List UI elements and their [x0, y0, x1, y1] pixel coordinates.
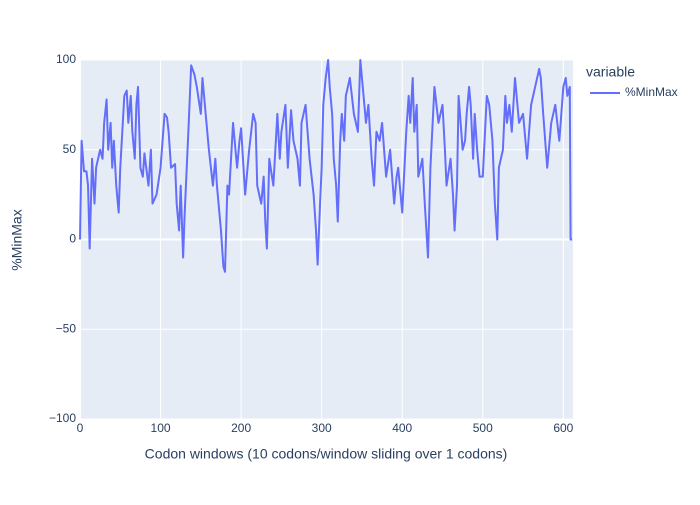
y-tick-label: −100	[49, 411, 76, 425]
x-tick-label: 600	[553, 421, 573, 435]
y-tick-label: 0	[69, 232, 76, 246]
y-tick-label: 50	[63, 142, 77, 156]
x-tick-label: 300	[312, 421, 332, 435]
data-line	[79, 59, 573, 273]
x-tick-label: 0	[77, 421, 84, 435]
legend-label: %MinMax	[625, 85, 678, 99]
legend-title: variable	[586, 64, 635, 80]
x-tick-label: 200	[231, 421, 251, 435]
x-axis-title: Codon windows (10 codons/window sliding …	[145, 446, 508, 462]
y-tick-label: −50	[56, 321, 77, 335]
x-tick-label: 400	[392, 421, 412, 435]
x-tick-label: 100	[151, 421, 171, 435]
y-axis-title: %MinMax	[9, 209, 25, 270]
y-tick-label: 100	[56, 52, 76, 66]
x-tick-label: 500	[473, 421, 493, 435]
